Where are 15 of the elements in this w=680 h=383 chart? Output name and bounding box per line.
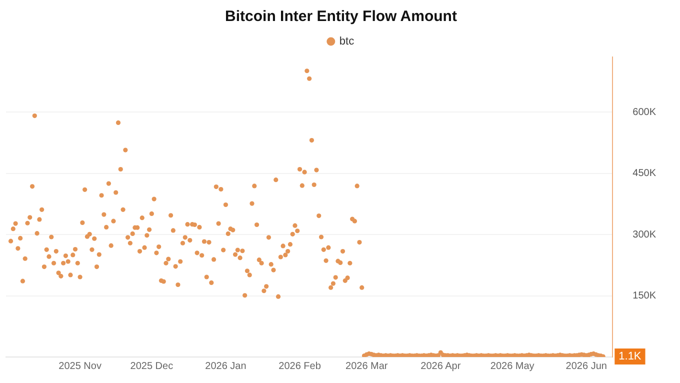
y-tick-label: 450K [632,168,656,180]
x-tick-label: 2026 Apr [420,360,462,372]
chart-title: Bitcoin Inter Entity Flow Amount [225,8,457,26]
annotation: 1.1K [618,350,642,363]
x-tick-label: 2026 May [490,360,534,372]
y-tick-label: 600K [632,106,656,118]
x-tick-label: 2025 Nov [58,360,102,372]
x-tick-label: 2026 Jan [205,360,246,372]
x-tick-label: 2026 Mar [346,360,388,372]
y-tick-label: 300K [632,229,656,240]
x-tick-label: 2025 Dec [130,360,174,372]
legend-label: btc [339,36,355,48]
x-tick-label: 2026 Feb [278,360,322,372]
y-tick-label: 150K [632,290,656,302]
x-tick-label: 2026 Jun [566,360,607,372]
